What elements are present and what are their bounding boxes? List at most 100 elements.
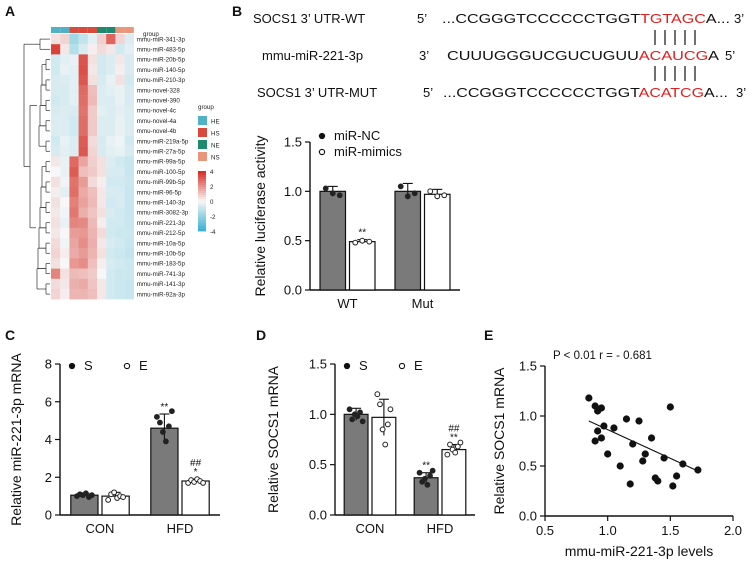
heatmap-cell [115,258,125,269]
heatmap-cell [51,197,61,208]
heatmap-cell [60,248,70,259]
scatter-point [585,394,593,402]
data-point [359,237,366,244]
significance-mark: * [194,467,198,478]
heatmap-cell [87,238,98,249]
group-annotation-cell [124,27,134,33]
x-category-label: HFD [427,521,454,536]
heatmap-cell [97,105,107,116]
data-point [82,490,89,497]
heatmap-cell [106,238,116,249]
heatmap-cell [106,258,116,269]
panel-letter-a: A [5,3,15,19]
correlation-annotation: P < 0.01 r = - 0.681 [553,350,652,362]
heatmap-cell [60,227,70,239]
heatmap-cell [87,115,98,126]
heatmap-cell [69,217,79,228]
heatmap-row-label: mmu-miR-10b-5p [137,251,186,258]
heatmap-cell [97,85,107,96]
x-category-label: HFD [167,521,194,536]
heatmap-cell [51,136,61,147]
color-scale-step [198,201,206,204]
color-scale-step [198,205,206,208]
color-scale-step [198,179,206,182]
legend-swatch-he [198,116,207,125]
x-axis-title: mmu-miR-221-3p levels [565,543,714,559]
heatmap-cell [87,54,98,65]
group-annotation-cell [97,27,107,33]
heatmap-cell [69,207,79,218]
bar-e [181,480,210,516]
data-point [374,391,381,398]
y-tick-label: 1.5 [519,359,537,374]
scatter-point [600,422,608,430]
bar-s [343,413,369,516]
color-scale-step [198,229,206,232]
heatmap-cell [97,238,107,249]
heatmap-cell [115,156,125,167]
heatmap-cell [106,227,116,239]
heatmap-cell [51,115,61,126]
sequence-alignment: SOCS1 3’ UTR-WT 5’ ...CCGGGTCCCCCCTGGT TG… [253,11,746,100]
group-annotation-cell [60,27,70,33]
heatmap-cell [87,166,98,177]
data-point [384,421,391,428]
mir-tail: A [708,48,719,63]
svg-text:5’: 5’ [423,85,433,100]
heatmap-cell [60,289,70,300]
seq-mut-black: ...CCGGGTCCCCCCTGGT [443,85,640,100]
heatmap-cell [124,227,134,239]
data-point [421,475,428,482]
heatmap-cell [60,125,70,137]
bar-mir-nc [394,190,422,291]
data-point [429,467,436,474]
scatter-point [635,417,643,425]
heatmap-cell [51,105,61,116]
heatmap-cell [60,278,70,290]
scatter-point [616,462,624,470]
heatmap-cell [124,95,134,106]
heatmap-cell [69,156,79,167]
data-point [382,441,389,448]
significance-mark: ## [190,458,202,469]
heatmap-cell [51,44,61,55]
data-point [444,451,451,458]
heatmap-group-bar-label: group [143,31,159,38]
legend-label: E [139,358,148,373]
group-annotation-cell [51,27,61,33]
heatmap-cell [78,197,88,208]
heatmap-cell [60,85,70,96]
heatmap-cell [106,146,116,157]
heatmap-cell [69,34,79,45]
data-point [354,413,361,420]
significance-mark: ** [450,433,458,444]
color-scale-step [198,181,206,184]
heatmap-cell [106,248,116,259]
heatmap-cell [115,217,125,228]
heatmap-cell [60,34,70,45]
y-tick-label: 0 [45,508,52,523]
heatmap-cell [69,105,79,116]
data-point [411,190,418,197]
heatmap-cell [124,156,134,167]
y-tick-label: 2 [45,470,52,485]
heatmap-cell [97,248,107,259]
scatter-point [666,403,674,411]
heatmap-row-label: mmu-miR-741-3p [137,271,186,278]
panel-letter-d: D [256,327,266,343]
heatmap-cell [115,115,125,126]
heatmap-cell [115,44,125,55]
data-point [111,489,118,496]
bar-mir-mimics [348,241,376,291]
x-tick-label: 1.0 [599,523,617,538]
seq-mut-3prime: 3’ [736,85,746,100]
pairing-lines-bottom [654,66,696,81]
scatter-point [694,466,702,474]
legend-label-he: HE [211,119,220,126]
data-point [336,192,343,199]
svg-text:3’: 3’ [736,85,746,100]
seq-wt-black: ...CCGGGTCCCCCCTGGT [442,11,640,26]
heatmap-cell [97,227,107,239]
heatmap-cell [69,268,79,279]
